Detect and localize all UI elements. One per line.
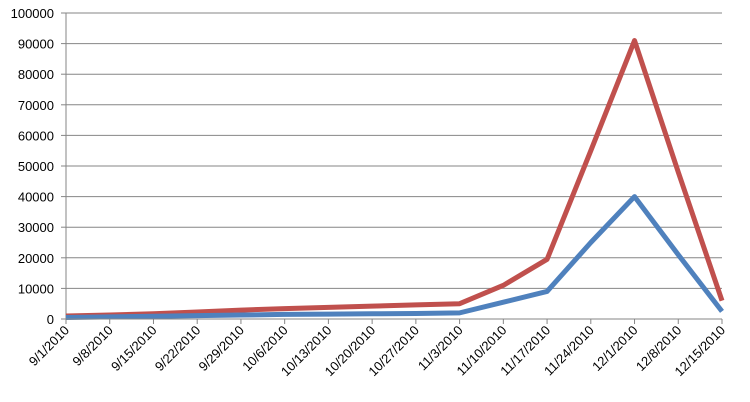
x-tick-label: 9/1/2010 [26, 323, 72, 369]
x-tick-label: 9/15/2010 [108, 323, 160, 375]
y-tick-label: 0 [47, 312, 54, 327]
y-tick-label: 10000 [18, 281, 54, 296]
series-line [65, 38, 725, 319]
y-tick-label: 40000 [18, 190, 54, 205]
y-tick-label: 100000 [11, 6, 54, 21]
x-tick-label: 12/1/2010 [589, 323, 641, 375]
y-tick-label: 50000 [18, 159, 54, 174]
x-tick-label: 9/22/2010 [152, 323, 204, 375]
y-tick-label: 80000 [18, 67, 54, 82]
y-tick-label: 90000 [18, 37, 54, 52]
y-tick-label: 70000 [18, 98, 54, 113]
series-line [65, 194, 724, 320]
y-tick-label: 60000 [18, 128, 54, 143]
y-tick-label: 30000 [18, 220, 54, 235]
x-tick-label: 9/29/2010 [196, 323, 248, 375]
y-tick-label: 20000 [18, 251, 54, 266]
